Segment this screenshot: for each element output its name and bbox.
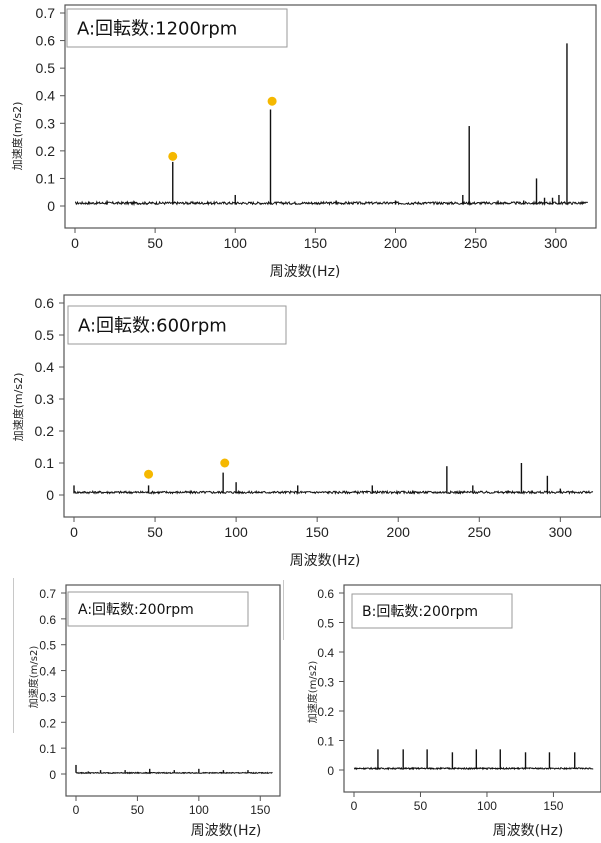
y-tick-label: 0.7 xyxy=(36,5,56,21)
spectrum-chart-a-1200rpm: 0 0.1 0.2 0.3 0.4 0.5 0.6 0.7 0 50 100 150 200 250 300… xyxy=(10,4,597,280)
y-tick-label: 0.4 xyxy=(39,665,56,679)
y-tick-label: 0.5 xyxy=(36,60,56,76)
y-tick-label: 0.1 xyxy=(35,455,55,471)
y-tick-label: 0.6 xyxy=(35,295,55,311)
peak-marker xyxy=(144,469,154,479)
chart-title-box xyxy=(66,8,288,48)
y-tick-label: 0.4 xyxy=(317,646,334,660)
chart-title: A:回転数:200rpm xyxy=(78,602,194,618)
chart-title: A:回転数:600rpm xyxy=(78,315,227,336)
x-tick-label: 0 xyxy=(70,524,78,540)
y-axis-title: 加速度(m/s2) xyxy=(11,373,25,442)
y-tick-label: 0.3 xyxy=(39,690,56,704)
y-tick-label: 0.3 xyxy=(35,391,55,407)
y-axis-title: 加速度(m/s2) xyxy=(10,102,24,171)
y-tick-label: 0 xyxy=(327,764,334,778)
noise-floor-line xyxy=(75,200,588,207)
x-axis-title: 周波数(Hz) xyxy=(191,823,262,839)
x-tick-label: 150 xyxy=(250,803,270,817)
x-axis-title: 周波数(Hz) xyxy=(493,823,564,839)
x-tick-label: 250 xyxy=(468,524,492,540)
spectrum-chart-a-600rpm: 0 0.1 0.2 0.3 0.4 0.5 0.6 0 50 100 150 200 250 300 A:回… xyxy=(11,294,601,569)
y-tick-label: 0.1 xyxy=(39,742,56,756)
chart-title: A:回転数:1200rpm xyxy=(77,18,237,39)
y-tick-label: 0 xyxy=(49,768,56,782)
y-tick-label: 0.3 xyxy=(36,115,56,131)
y-axis-title: 加速度(m/s2) xyxy=(306,661,319,724)
plot-frame xyxy=(64,4,597,229)
y-tick-label: 0.3 xyxy=(317,676,334,690)
y-tick-label: 0.1 xyxy=(317,735,334,749)
x-tick-label: 300 xyxy=(544,235,568,251)
x-tick-label: 50 xyxy=(147,524,163,540)
x-tick-label: 50 xyxy=(131,803,145,817)
y-axis-title: 加速度(m/s2) xyxy=(27,646,40,709)
x-tick-label: 150 xyxy=(305,524,329,540)
y-tick-label: 0.5 xyxy=(39,639,56,653)
plot-frame xyxy=(65,584,281,797)
y-tick-label: 0.6 xyxy=(39,613,56,627)
chart-title-box xyxy=(351,593,513,629)
noise-floor-line xyxy=(73,489,594,496)
x-tick-label: 0 xyxy=(73,803,80,817)
y-tick-label: 0.2 xyxy=(36,143,56,159)
y-tick-label: 0.5 xyxy=(35,327,55,343)
x-tick-label: 100 xyxy=(224,235,248,251)
y-tick-label: 0.2 xyxy=(35,423,55,439)
plot-frame xyxy=(343,584,601,793)
y-tick-label: 0.4 xyxy=(35,359,55,375)
y-tick-label: 0.2 xyxy=(39,716,56,730)
x-tick-label: 250 xyxy=(464,235,488,251)
spectrum-chart-a-200rpm: 0 0.1 0.2 0.3 0.4 0.5 0.6 0.7 0 50 100 150 A:回転数:200… xyxy=(27,584,281,839)
spectrum-chart-b-200rpm: 0 0.1 0.2 0.3 0.4 0.5 0.6 0 50 100 150 B:回転数:200rpm… xyxy=(306,584,601,839)
x-tick-label: 0 xyxy=(351,799,358,813)
y-tick-label: 0 xyxy=(46,487,54,503)
x-tick-label: 200 xyxy=(384,235,408,251)
panel-divider-middle xyxy=(283,580,284,640)
x-tick-label: 150 xyxy=(543,799,563,813)
x-tick-label: 50 xyxy=(414,799,428,813)
plot-frame xyxy=(63,294,601,518)
x-tick-label: 100 xyxy=(189,803,209,817)
noise-floor-line xyxy=(353,766,594,771)
x-tick-label: 300 xyxy=(549,524,573,540)
y-tick-label: 0.6 xyxy=(36,33,56,49)
panel-divider-left xyxy=(13,578,14,733)
x-tick-label: 150 xyxy=(304,235,328,251)
y-tick-label: 0.6 xyxy=(317,587,334,601)
y-tick-label: 0.5 xyxy=(317,617,334,631)
y-tick-label: 0.1 xyxy=(36,170,56,186)
x-tick-label: 0 xyxy=(71,235,79,251)
x-tick-label: 200 xyxy=(387,524,411,540)
chart-title-box xyxy=(67,591,249,627)
x-axis-title: 周波数(Hz) xyxy=(290,553,361,569)
chart-title: B:回転数:200rpm xyxy=(362,604,478,620)
peak-marker xyxy=(220,458,230,468)
peak-marker xyxy=(168,151,178,161)
y-tick-label: 0.7 xyxy=(39,587,56,601)
chart-title-box xyxy=(67,305,287,345)
x-tick-label: 100 xyxy=(224,524,248,540)
y-tick-label: 0 xyxy=(47,198,55,214)
x-tick-label: 100 xyxy=(477,799,497,813)
peak-marker xyxy=(267,96,277,106)
y-tick-label: 0.2 xyxy=(317,705,334,719)
x-tick-label: 50 xyxy=(147,235,163,251)
x-axis-title: 周波数(Hz) xyxy=(270,264,341,280)
y-tick-label: 0.4 xyxy=(36,88,56,104)
